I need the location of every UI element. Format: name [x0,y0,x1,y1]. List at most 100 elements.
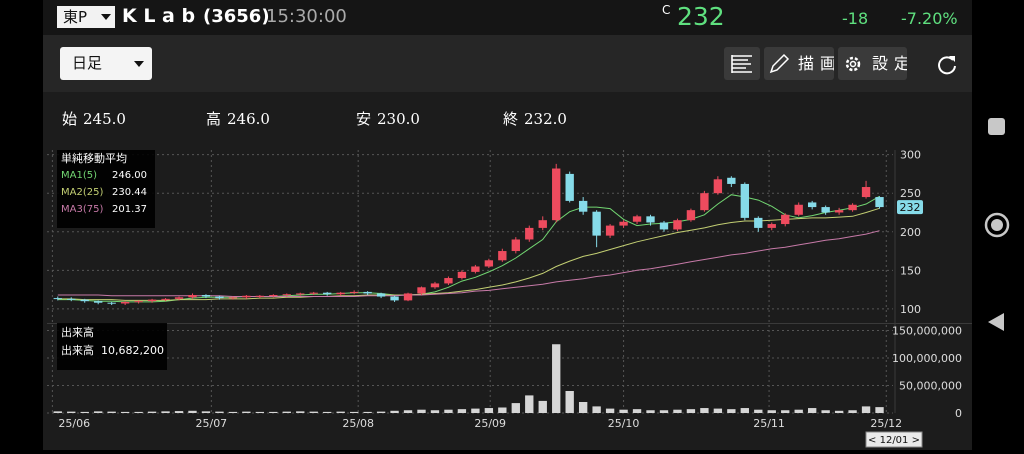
open-info: 始 245.0 [62,108,126,129]
volume-bar [713,408,723,413]
settings-button[interactable]: 設定 [838,47,907,80]
ma-legend-name: MA2(25) [61,187,103,198]
draw-label: 描画 [798,54,834,73]
period-select[interactable]: 日足 [60,47,152,80]
volume-bar [875,407,884,413]
candle-body [754,217,763,228]
stock-chart: 25/06 25/07 25/08 25/09 25/10 25/11 25/12 100 15… [47,149,972,448]
candle-body [94,301,103,303]
volume-bar [376,411,386,413]
volume-legend-title: 出来高 [61,325,94,339]
candle-body [403,293,413,301]
ma-legend-value: 246.00 [112,170,147,181]
candle-body [632,216,642,222]
nav-icons [984,118,1010,331]
top-bar [43,0,972,35]
candle-body [336,292,345,295]
candle-body [376,293,386,297]
volume-tick-label: 100,000,000 [892,352,962,365]
last-price-tag [897,200,923,215]
candle-body [538,220,547,228]
candle-body [767,224,776,228]
volume-bar [363,411,372,413]
volume-bar [228,411,238,413]
refresh-button[interactable] [935,52,959,76]
indicator-icon [731,55,752,73]
volume-bar [646,410,655,413]
candle-body [174,297,184,299]
volume-bar [673,409,682,413]
ma-legend-name: MA1(5) [61,170,97,181]
candle-body [444,278,453,284]
candle-body [861,187,871,198]
volume-bar [444,409,453,413]
candle-body [686,210,696,221]
y-tick-label: 200 [900,226,921,239]
volume-bar [471,408,480,413]
x-tick-label: 25/09 [474,417,506,430]
home-button[interactable] [984,212,1010,238]
candle-body [511,239,520,252]
open-label: 始 [62,110,78,128]
candle-body [659,222,669,230]
candle-body [471,266,480,272]
volume-bar [511,403,520,413]
indicator-button[interactable] [724,47,760,80]
stock-name: K L a b [122,5,196,27]
candle-body [673,220,682,230]
candle-body [417,287,426,294]
draw-button[interactable]: 描画 [764,47,834,80]
y-tick-label: 250 [900,187,921,200]
candle-body [228,297,238,299]
high-label: 高 [206,110,222,128]
low-info: 安 230.0 [356,108,420,129]
volume-bar [632,409,642,413]
volume-bar [269,411,278,413]
volume-legend-value: 10,682,200 [101,344,164,357]
volume-bar [484,408,494,413]
market-label: 東P [63,8,88,26]
volume-bar [120,411,130,413]
volume-bar [282,411,291,413]
back-button[interactable] [988,313,1004,331]
volume-bar [323,411,332,413]
candle-body [349,291,359,293]
volume-bar [255,411,265,413]
volume-tick-label: 0 [955,407,962,420]
candle-body [605,225,615,236]
candle-body [269,295,278,297]
date-cursor-box [865,431,923,448]
update-time: 15:30:00 [266,6,347,27]
volume-bar [134,411,143,413]
volume-bar [309,411,318,413]
candle-body [363,291,372,294]
volume-bar [565,391,574,413]
candle-body [188,295,197,298]
volume-bar [498,407,507,413]
gear-icon [845,56,861,72]
candle-body [498,251,507,261]
volume-bar [605,408,615,413]
candle-body [242,295,251,298]
volume-bar [794,409,803,413]
ma-legend-value: 201.37 [112,204,147,215]
volume-bar [349,411,359,413]
volume-bar [174,411,184,413]
volume-bar [188,410,197,413]
low-value: 230.0 [377,110,420,128]
candle-body [727,177,736,184]
candle-body [875,197,884,208]
market-select[interactable]: 東P [57,6,115,28]
volume-bar [848,410,857,413]
candle-body [120,301,130,304]
close-value: 232.0 [524,110,567,128]
volume-bar [861,406,871,413]
candle-body [578,200,588,212]
ma-legend-value: 230.44 [112,187,147,198]
volume-legend-box [57,323,167,370]
recents-button[interactable] [988,118,1005,135]
x-tick-label: 25/10 [608,417,640,430]
x-tick-label: 25/11 [753,417,785,430]
candle-body [619,221,628,226]
